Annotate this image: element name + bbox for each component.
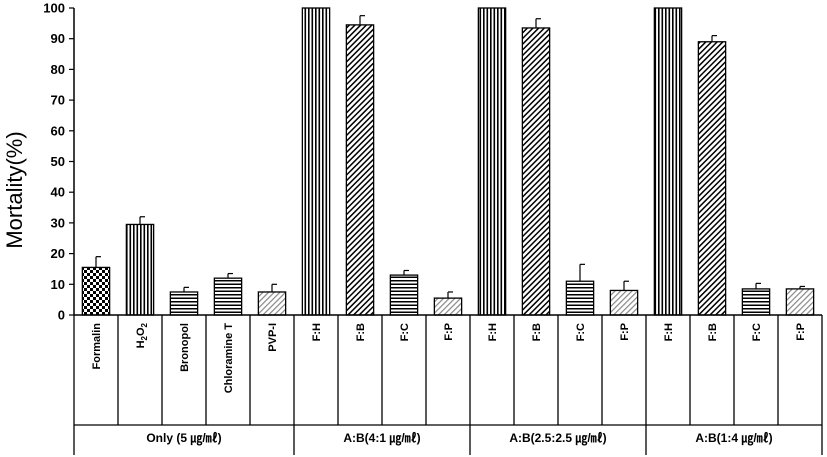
category-label: F:C [751, 323, 763, 341]
y-tick-label: 60 [51, 123, 65, 138]
y-tick-label: 80 [51, 62, 65, 77]
bar [301, 7, 331, 316]
category-table: Formalin H2O2 Bronopol Chloramine T PVP-I F:H… [73, 315, 823, 455]
bar [697, 41, 727, 316]
bars-layer [81, 7, 815, 316]
y-tick-label: 0 [58, 308, 65, 323]
category-label: F:P [795, 323, 807, 341]
category-label: F:P [619, 323, 631, 341]
bar [433, 297, 463, 316]
y-tick-label: 30 [51, 215, 65, 230]
category-label: F:C [399, 323, 411, 341]
bar [125, 223, 155, 316]
category-label: F:B [707, 323, 719, 341]
bar [609, 289, 639, 316]
group-label: A:B(2.5:2.5 ㎍/㎖) [509, 430, 606, 446]
bar [565, 280, 595, 316]
category-label: F:P [443, 323, 455, 341]
y-tick-label: 20 [51, 246, 65, 261]
group-label: Only (5 ㎍/㎖) [146, 430, 221, 446]
y-tick-label: 90 [51, 31, 65, 46]
y-tick-label: 10 [51, 277, 65, 292]
y-axis-label: Mortality(%) [2, 131, 27, 248]
category-label: F:H [311, 323, 323, 341]
bar [345, 24, 375, 316]
category-label: Chloramine T [223, 323, 235, 394]
category-label: F:H [663, 323, 675, 341]
bar [477, 7, 507, 316]
category-label: F:H [487, 323, 499, 341]
axis-layer: 0 10 20 30 40 50 60 70 80 90 100 [43, 1, 822, 323]
bar [521, 27, 551, 316]
y-tick-label: 50 [51, 154, 65, 169]
group-label: A:B(4:1 ㎍/㎖) [343, 430, 420, 446]
bar [653, 7, 683, 316]
category-label: H2O2 [135, 322, 149, 348]
category-label: F:B [355, 323, 367, 341]
category-label: F:C [575, 323, 587, 341]
category-label: F:B [531, 323, 543, 341]
y-tick-label: 100 [43, 1, 65, 16]
bar [785, 288, 815, 316]
group-label: A:B(1:4 ㎍/㎖) [695, 430, 772, 446]
bar [389, 274, 419, 316]
category-label: Formalin [91, 323, 103, 370]
y-tick-label: 70 [51, 93, 65, 108]
bar [741, 288, 771, 316]
category-label: PVP-I [267, 323, 279, 352]
bar [257, 291, 287, 316]
bar [81, 266, 111, 316]
bar [169, 291, 199, 316]
y-tick-label: 40 [51, 185, 65, 200]
category-label: Bronopol [179, 323, 191, 372]
bar [213, 277, 243, 316]
